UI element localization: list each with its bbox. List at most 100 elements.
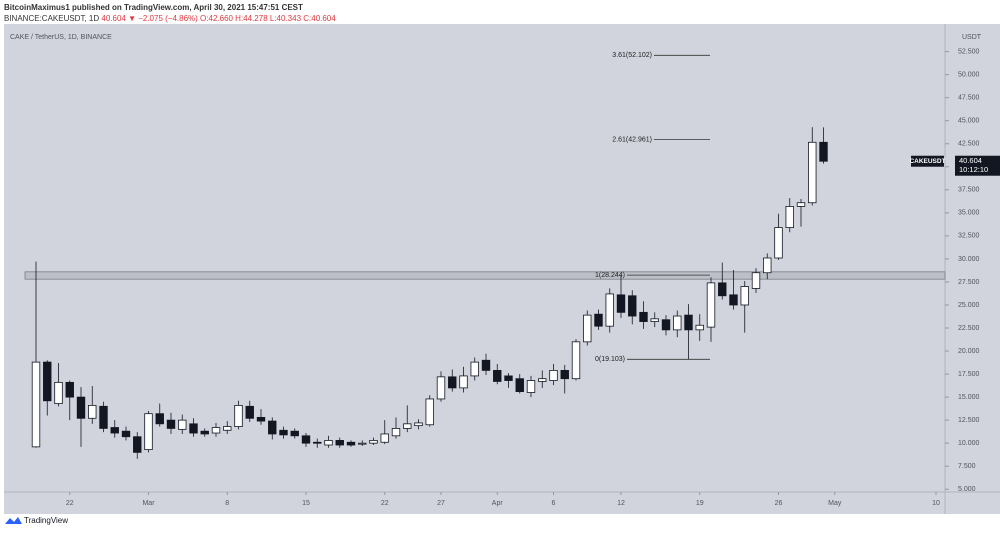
candle-body bbox=[673, 315, 682, 331]
candle-body bbox=[380, 433, 389, 443]
y-tick-label: 42.500 bbox=[958, 141, 980, 148]
brand: TradingView bbox=[24, 516, 68, 525]
candle-body bbox=[481, 359, 491, 371]
candle-body bbox=[358, 442, 367, 445]
candle-body bbox=[684, 314, 693, 331]
candle-body bbox=[268, 420, 277, 435]
candle-body bbox=[346, 441, 356, 446]
x-tick-label: 15 bbox=[302, 500, 310, 507]
y-tick-label: 50.000 bbox=[958, 72, 980, 79]
candle-body bbox=[526, 380, 536, 393]
candle-body bbox=[99, 405, 108, 429]
candle-body bbox=[628, 295, 637, 317]
publisher: BitcoinMaximus1 published on TradingView… bbox=[4, 3, 303, 12]
candle-body bbox=[763, 257, 772, 274]
fib-label: 2.61(42.961) bbox=[612, 136, 652, 143]
x-tick-label: 12 bbox=[617, 500, 625, 507]
candle-body bbox=[774, 227, 783, 259]
fib-label: 3.61(52.102) bbox=[612, 52, 652, 59]
candle-body bbox=[166, 419, 176, 429]
x-tick-label: 10 bbox=[932, 500, 940, 507]
candle-body bbox=[223, 426, 232, 431]
candle-body bbox=[88, 405, 97, 419]
x-tick-label: Apr bbox=[492, 500, 504, 507]
y-tick-label: 10.000 bbox=[958, 440, 980, 447]
candle-body bbox=[819, 141, 828, 162]
y-tick-label: 17.500 bbox=[958, 371, 980, 378]
candle-body bbox=[414, 422, 423, 427]
y-tick-label: 30.000 bbox=[958, 256, 980, 263]
candle-body bbox=[796, 202, 806, 207]
candle-body bbox=[245, 405, 254, 419]
candle-body bbox=[538, 378, 547, 382]
symbol-box bbox=[911, 155, 944, 167]
candle-body bbox=[583, 314, 592, 343]
axis-unit: USDT bbox=[962, 34, 982, 41]
candle-body bbox=[110, 427, 119, 434]
candle-body bbox=[155, 413, 164, 425]
candle-body bbox=[65, 381, 74, 398]
candle-body bbox=[650, 318, 659, 322]
logo bbox=[5, 517, 22, 524]
x-tick-label: 26 bbox=[775, 500, 783, 507]
legend: CAKE / TetherUS, 1D, BINANCE bbox=[10, 34, 112, 41]
fib-label: 1(28.244) bbox=[595, 272, 625, 279]
candle-body bbox=[324, 440, 333, 446]
candle-body bbox=[279, 429, 288, 436]
symbol-line: BINANCE:CAKEUSDT, 1D 40.604 ▼ −2.075 (−4… bbox=[4, 14, 336, 23]
countdown: 10:12:10 bbox=[959, 165, 988, 174]
candle-body bbox=[515, 378, 524, 392]
candle-body bbox=[301, 435, 311, 444]
candle-body bbox=[594, 313, 603, 327]
y-tick-label: 20.000 bbox=[958, 348, 980, 355]
symbol-label: CAKEUSDT bbox=[909, 158, 945, 165]
candle-body bbox=[549, 369, 558, 381]
y-tick-label: 45.000 bbox=[958, 118, 980, 125]
candle-body bbox=[740, 286, 749, 306]
candle-body bbox=[189, 423, 198, 434]
y-tick-label: 25.000 bbox=[958, 302, 980, 309]
publisher-line: BitcoinMaximus1 published on TradingView… bbox=[4, 3, 303, 12]
price-change: 40.604 ▼ −2.075 (−4.86%) bbox=[101, 14, 198, 23]
candle-body bbox=[234, 405, 243, 427]
x-tick-label: May bbox=[828, 500, 842, 507]
candle-body bbox=[808, 141, 817, 204]
y-tick-label: 37.500 bbox=[958, 187, 980, 194]
symbol: BINANCE:CAKEUSDT, 1D bbox=[4, 14, 99, 23]
x-tick-label: 8 bbox=[225, 500, 229, 507]
candle-body bbox=[661, 319, 671, 331]
y-tick-label: 35.000 bbox=[958, 210, 980, 217]
candle-body bbox=[211, 427, 221, 434]
x-tick-label: 19 bbox=[696, 500, 704, 507]
price-box bbox=[955, 155, 1000, 176]
candle-body bbox=[335, 440, 344, 446]
candle-body bbox=[706, 282, 716, 328]
candle-body bbox=[436, 376, 446, 400]
x-tick-label: 6 bbox=[552, 500, 556, 507]
y-tick-label: 12.500 bbox=[958, 417, 980, 424]
y-tick-label: 22.500 bbox=[958, 325, 980, 332]
candle-body bbox=[178, 419, 187, 430]
candle-body bbox=[751, 272, 761, 289]
candle-body bbox=[54, 381, 63, 404]
candle-body bbox=[200, 430, 209, 435]
candle-body bbox=[256, 416, 266, 422]
x-tick-label: 22 bbox=[66, 500, 74, 507]
candle-body bbox=[605, 293, 614, 327]
candle-body bbox=[448, 376, 457, 389]
candle-body bbox=[391, 428, 401, 437]
candle-body bbox=[560, 369, 569, 380]
candle-body bbox=[313, 441, 322, 444]
candle-body bbox=[133, 436, 142, 453]
candle-body bbox=[504, 375, 513, 381]
chart-background bbox=[4, 24, 1000, 514]
candle-body bbox=[470, 361, 479, 377]
candle-body bbox=[403, 423, 412, 429]
candle-body bbox=[729, 294, 738, 306]
y-tick-label: 5.000 bbox=[958, 486, 976, 493]
candle-body bbox=[785, 206, 794, 228]
last-price: 40.604 bbox=[959, 156, 982, 165]
candle-body bbox=[639, 311, 648, 322]
candle-body bbox=[459, 375, 468, 389]
